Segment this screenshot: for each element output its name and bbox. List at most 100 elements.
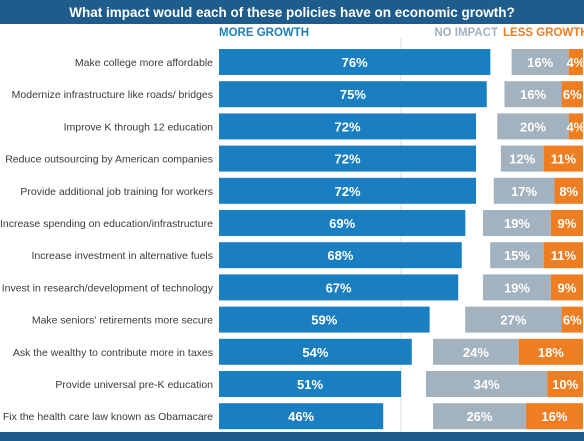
bar-no-impact [483, 274, 551, 301]
value-less-growth: 16% [541, 409, 567, 424]
bar-more-growth [219, 210, 466, 236]
value-more-growth: 54% [302, 345, 328, 360]
value-no-impact: 15% [504, 248, 530, 263]
value-no-impact: 20% [520, 119, 546, 134]
bar-more-growth [219, 274, 459, 301]
legend-more-growth: MORE GROWTH [219, 27, 309, 39]
value-no-impact: 24% [463, 345, 489, 360]
bar-more-growth [219, 242, 462, 269]
chart-row: Make college more affordable 76% 16% 4% [75, 49, 584, 75]
bar-less-growth [525, 403, 583, 430]
bar-more-growth [219, 338, 412, 365]
bar-less-growth [518, 338, 583, 365]
value-less-growth: 8% [559, 184, 578, 199]
value-less-growth: 4% [566, 55, 584, 70]
value-less-growth: 11% [551, 152, 577, 167]
value-less-growth: 9% [558, 216, 577, 231]
value-less-growth: 6% [563, 87, 582, 102]
value-no-impact: 16% [520, 87, 546, 102]
chart-row: Provide additional job training for work… [20, 177, 583, 204]
legend-less-growth: LESS GROWTH [503, 27, 584, 39]
bar-less-growth [547, 371, 583, 397]
value-no-impact: 19% [504, 280, 530, 295]
chart-rows: Make college more affordable 76% 16% 4% Mode… [0, 38, 584, 432]
value-less-growth: 10% [552, 377, 578, 392]
chart-row: Increase spending on education/infrastru… [0, 210, 583, 236]
bar-no-impact [483, 210, 551, 236]
category-label: Fix the health care law known as Obamaca… [3, 411, 213, 423]
value-more-growth: 59% [311, 313, 337, 328]
chart-row: Improve K through 12 education 72% 20% 4% [64, 113, 584, 140]
bar-less-growth [554, 177, 583, 204]
value-more-growth: 46% [288, 409, 314, 424]
chart-row: Reduce outsourcing by American companies… [5, 145, 583, 172]
value-less-growth: 6% [563, 313, 582, 328]
category-label: Provide additional job training for work… [20, 186, 213, 198]
chart-row: Modernize infrastructure like roads/ bri… [12, 81, 583, 108]
category-label: Provide universal pre-K education [55, 379, 213, 391]
value-no-impact: 27% [500, 313, 526, 328]
bar-more-growth [219, 49, 491, 75]
bar-no-impact [433, 338, 519, 365]
bar-no-impact [497, 113, 569, 140]
bar-more-growth [219, 113, 477, 140]
chart-row: Make seniors' retirements more secure 59%… [32, 306, 583, 333]
legend-no-impact: NO IMPACT [434, 27, 498, 39]
bar-no-impact [504, 81, 562, 108]
bar-more-growth [219, 81, 487, 108]
chart-row: Invest in research/development of techno… [2, 274, 583, 301]
category-label: Reduce outsourcing by American companies [5, 154, 213, 166]
bar-less-growth [543, 145, 583, 172]
category-label: Increase spending on education/infrastru… [0, 218, 213, 230]
value-less-growth: 18% [538, 345, 564, 360]
category-label: Increase investment in alternative fuels [31, 250, 213, 262]
value-more-growth: 67% [326, 280, 352, 295]
value-more-growth: 72% [335, 184, 361, 199]
bar-more-growth [219, 371, 402, 397]
bar-less-growth [550, 210, 583, 236]
bar-less-growth [561, 306, 583, 333]
value-more-growth: 72% [335, 119, 361, 134]
bar-less-growth [561, 81, 583, 108]
chart-row: Increase investment in alternative fuels… [31, 242, 583, 269]
value-no-impact: 17% [511, 184, 537, 199]
value-no-impact: 26% [466, 409, 492, 424]
value-less-growth: 11% [551, 248, 577, 263]
value-no-impact: 34% [474, 377, 500, 392]
bar-no-impact [493, 177, 555, 204]
chart-row: Fix the health care law known as Obamaca… [3, 403, 583, 430]
bar-no-impact [465, 306, 562, 333]
value-no-impact: 12% [509, 152, 535, 167]
value-more-growth: 69% [329, 216, 355, 231]
bar-less-growth [550, 274, 583, 301]
value-more-growth: 68% [327, 248, 353, 263]
bar-less-growth [568, 113, 583, 140]
value-no-impact: 19% [504, 216, 530, 231]
bar-more-growth [219, 403, 384, 430]
bar-more-growth [219, 306, 430, 333]
value-more-growth: 51% [297, 377, 323, 392]
bar-more-growth [219, 145, 477, 172]
bar-no-impact [425, 371, 548, 397]
chart-row: Provide universal pre-K education 51% 34% 1… [55, 371, 583, 397]
chart-row: Ask the wealthy to contribute more in ta… [13, 338, 583, 365]
category-label: Make college more affordable [75, 57, 213, 69]
bar-no-impact [500, 145, 544, 172]
bar-less-growth [568, 49, 583, 75]
category-label: Improve K through 12 education [64, 121, 214, 133]
footer-bar [0, 432, 584, 441]
value-less-growth: 4% [566, 119, 584, 134]
bar-no-impact [511, 49, 569, 75]
category-label: Make seniors' retirements more secure [32, 315, 213, 327]
category-label: Modernize infrastructure like roads/ bri… [12, 89, 213, 101]
category-label: Invest in research/development of techno… [2, 282, 214, 294]
value-more-growth: 76% [342, 55, 368, 70]
value-no-impact: 16% [527, 55, 553, 70]
bar-less-growth [543, 242, 583, 269]
value-more-growth: 72% [335, 152, 361, 167]
chart-title: What impact would each of these policies… [0, 0, 584, 24]
policy-growth-bar-chart: MORE GROWTH NO IMPACT LESS GROWTH Make c… [0, 27, 584, 432]
category-label: Ask the wealthy to contribute more in ta… [13, 347, 213, 359]
value-more-growth: 75% [340, 87, 366, 102]
bar-more-growth [219, 177, 477, 204]
